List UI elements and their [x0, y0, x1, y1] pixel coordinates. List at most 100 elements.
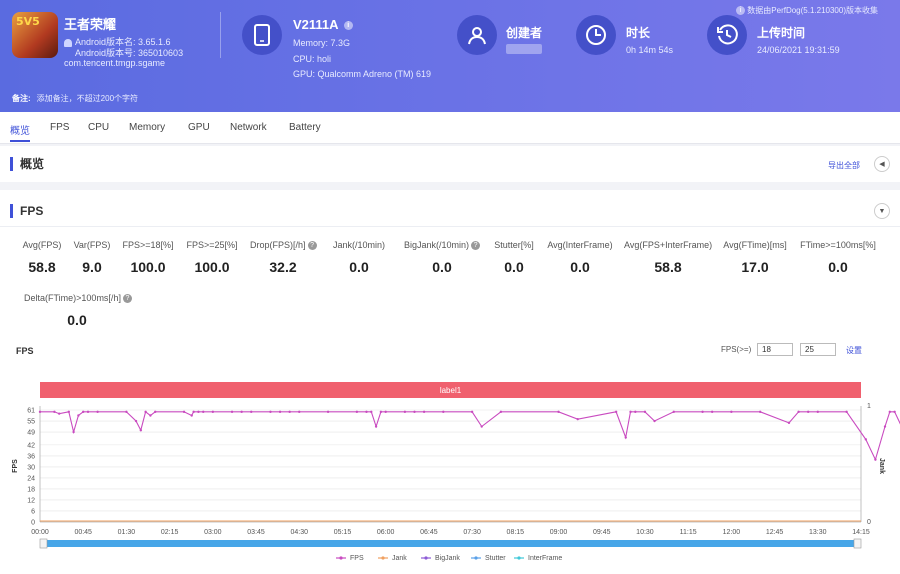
slider-handle-left[interactable] — [39, 538, 48, 549]
duration-label: 时长 — [626, 26, 651, 40]
legend-item-fps[interactable]: FPS — [350, 555, 364, 562]
x-tick-label: 14:15 — [852, 529, 870, 536]
tab-cpu[interactable]: CPU — [88, 122, 110, 133]
fps-point — [139, 428, 143, 432]
legend-item-jank[interactable]: Jank — [392, 555, 407, 562]
fps-point — [470, 410, 474, 414]
x-tick-label: 11:15 — [680, 529, 697, 536]
fps-point — [787, 421, 791, 425]
y-tick-label: 24 — [27, 475, 35, 482]
fps-point — [240, 410, 243, 414]
fps-point — [864, 438, 868, 441]
collapse-left-icon[interactable]: ◀ — [874, 156, 890, 172]
fps-settings-link[interactable]: 设置 — [846, 346, 862, 355]
device-model: V2111A i — [293, 17, 353, 32]
collapse-down-icon[interactable]: ▼ — [874, 203, 890, 219]
fps-point — [888, 410, 892, 414]
user-icon — [457, 15, 497, 55]
fps-point — [758, 410, 762, 414]
y-tick-label: 36 — [27, 453, 35, 460]
fps-point — [874, 458, 877, 461]
fps-point — [624, 436, 627, 439]
fps-point — [67, 410, 71, 414]
fps-point — [202, 410, 205, 414]
fps-chart[interactable]: label1 0 6 12 18 24 30 36 42 49 55 61 1 0 00:00 00:45 01… — [0, 362, 900, 572]
time-range-slider — [44, 540, 857, 547]
fps-point — [58, 412, 61, 415]
upload-label: 上传时间 — [757, 26, 806, 40]
legend-item-interframe[interactable]: InterFrame — [528, 555, 562, 562]
legend-marker — [474, 556, 478, 560]
y-tick-label: 6 — [31, 508, 35, 515]
x-tick-label: 05:15 — [334, 529, 352, 536]
y-axis-label: FPS — [12, 459, 19, 473]
fps-point — [53, 410, 56, 414]
tab-fps[interactable]: FPS — [50, 122, 70, 133]
tab-gpu[interactable]: GPU — [188, 122, 210, 133]
fps-point — [883, 425, 887, 428]
x-tick-label: 00:45 — [74, 529, 92, 536]
metric-avg-fps: Avg(FPS) 58.8 — [22, 240, 62, 275]
creator-label: 创建者 — [506, 26, 543, 40]
device-cpu: CPU: holi — [293, 54, 332, 64]
tab-network[interactable]: Network — [230, 122, 267, 133]
fps-point — [845, 410, 848, 414]
overview-panel: 概览 导出全部 ◀ — [0, 146, 900, 182]
fps-point — [384, 410, 387, 414]
x-tick-label: 12:00 — [723, 529, 741, 536]
fps-threshold-label: FPS(>=) — [721, 345, 752, 354]
x-tick-label: 12:45 — [766, 529, 784, 536]
metric-avg-interframe: Avg(InterFrame) 0.0 — [547, 240, 613, 275]
report-header: 5V5 王者荣耀 Android版本名: 3.65.1.6 Android版本号… — [0, 0, 900, 112]
fps-point — [413, 410, 416, 414]
fps-point — [149, 414, 152, 417]
fps-threshold-input-1[interactable]: 18 — [757, 343, 793, 356]
fps-point — [86, 410, 90, 414]
help-icon[interactable]: ? — [471, 241, 481, 251]
legend-item-bigjank[interactable]: BigJank — [435, 555, 460, 562]
remark[interactable]: 备注: 添加备注，不超过200个字符 — [12, 94, 139, 103]
fps-series-line — [40, 410, 900, 462]
device-memory: Memory: 7.3G — [293, 38, 351, 48]
upload-value: 24/06/2021 19:31:59 — [757, 45, 840, 55]
info-icon: i — [736, 6, 746, 16]
phone-icon — [242, 15, 282, 55]
fps-point — [614, 410, 618, 414]
x-tick-label: 08:15 — [507, 529, 525, 536]
fps-point — [499, 410, 503, 414]
overview-title: 概览 — [10, 157, 44, 171]
x-tick-label: 02:15 — [161, 529, 179, 536]
legend-marker — [339, 556, 343, 560]
tab-battery[interactable]: Battery — [289, 122, 321, 133]
slider-handle-right[interactable] — [853, 538, 862, 549]
info-icon[interactable]: i — [343, 21, 353, 31]
fps-point — [480, 425, 483, 428]
fps-point — [211, 410, 215, 414]
legend-marker — [381, 556, 385, 560]
tab-overview[interactable]: 概览 — [10, 122, 30, 142]
tab-memory[interactable]: Memory — [129, 122, 166, 133]
fps-point — [192, 410, 195, 414]
fps-point — [190, 414, 193, 417]
y-tick-label: 61 — [27, 408, 35, 415]
fps-point — [816, 410, 819, 414]
x-tick-label: 03:00 — [204, 529, 222, 536]
tab-bar: 概览 FPS CPU Memory GPU Network Battery — [0, 112, 900, 144]
fps-point — [893, 410, 896, 414]
fps-point — [576, 417, 579, 421]
help-icon[interactable]: ? — [307, 241, 317, 251]
legend-item-stutter[interactable]: Stutter — [485, 555, 506, 562]
metric-fps-25: FPS>=25[%] 100.0 — [186, 240, 238, 275]
export-all-link[interactable]: 导出全部 — [828, 161, 860, 170]
metric-bigjank: BigJank(/10min)? 0.0 — [404, 240, 481, 275]
fps-point — [403, 410, 407, 414]
y2-tick-label: 0 — [867, 519, 871, 526]
help-icon[interactable]: ? — [122, 294, 132, 304]
x-tick-label: 01:30 — [118, 529, 136, 536]
clock-icon — [576, 15, 616, 55]
fps-point — [125, 410, 128, 414]
fps-point — [197, 410, 200, 414]
y-tick-label: 49 — [27, 430, 35, 437]
fps-threshold-input-2[interactable]: 25 — [800, 343, 836, 356]
x-tick-label: 09:45 — [593, 529, 611, 536]
